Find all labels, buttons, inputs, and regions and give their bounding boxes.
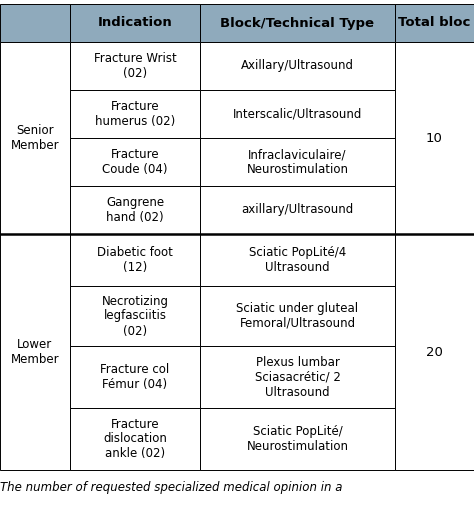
Bar (200, 408, 395, 470)
Bar (70, 4, 200, 42)
Bar (70, 234, 200, 286)
Text: Fracture Wrist
(02): Fracture Wrist (02) (94, 52, 176, 80)
Bar (200, 90, 395, 138)
Bar (70, 42, 200, 90)
Text: Fracture
humerus (02): Fracture humerus (02) (95, 100, 175, 128)
Bar (70, 286, 200, 346)
Bar (395, 234, 474, 470)
Text: 20: 20 (426, 345, 443, 359)
Bar (200, 4, 395, 42)
Bar (200, 286, 395, 346)
Bar (395, 4, 474, 42)
Text: Infraclaviculaire/
Neurostimulation: Infraclaviculaire/ Neurostimulation (246, 148, 348, 176)
Bar (200, 42, 395, 90)
Text: 10: 10 (426, 131, 443, 144)
Text: Indication: Indication (98, 17, 173, 29)
Text: Interscalic/Ultrasound: Interscalic/Ultrasound (233, 108, 362, 121)
Text: Diabetic foot
(12): Diabetic foot (12) (97, 246, 173, 274)
Bar (200, 346, 395, 408)
Text: Fracture
Coude (04): Fracture Coude (04) (102, 148, 168, 176)
Bar (0, 42, 70, 234)
Text: The number of requested specialized medical opinion in a: The number of requested specialized medi… (0, 481, 343, 494)
Text: Block/Technical Type: Block/Technical Type (220, 17, 374, 29)
Bar (70, 186, 200, 234)
Bar (0, 4, 70, 42)
Text: Necrotizing
legfasciitis
(02): Necrotizing legfasciitis (02) (101, 294, 168, 337)
Text: Sciatic under gluteal
Femoral/Ultrasound: Sciatic under gluteal Femoral/Ultrasound (237, 302, 358, 330)
Bar (200, 234, 395, 286)
Bar (70, 408, 200, 470)
Text: Total bloc: Total bloc (398, 17, 471, 29)
Text: Lower
Member: Lower Member (11, 338, 59, 366)
Text: Axillary/Ultrasound: Axillary/Ultrasound (241, 60, 354, 73)
Text: Sciatic PopLité/4
Ultrasound: Sciatic PopLité/4 Ultrasound (249, 246, 346, 274)
Bar (395, 42, 474, 234)
Bar (70, 346, 200, 408)
Text: Senior
Member: Senior Member (11, 124, 59, 152)
Bar (0, 234, 70, 470)
Bar (200, 138, 395, 186)
Text: Fracture col
Fémur (04): Fracture col Fémur (04) (100, 363, 170, 391)
Bar (70, 90, 200, 138)
Text: axillary/Ultrasound: axillary/Ultrasound (241, 204, 354, 217)
Text: Plexus lumbar
Sciasacrétic/ 2
Ultrasound: Plexus lumbar Sciasacrétic/ 2 Ultrasound (255, 356, 340, 398)
Text: Fracture
dislocation
ankle (02): Fracture dislocation ankle (02) (103, 418, 167, 461)
Bar (200, 186, 395, 234)
Text: Sciatic PopLité/
Neurostimulation: Sciatic PopLité/ Neurostimulation (246, 425, 348, 453)
Text: Gangrene
hand (02): Gangrene hand (02) (106, 196, 164, 224)
Bar (70, 138, 200, 186)
